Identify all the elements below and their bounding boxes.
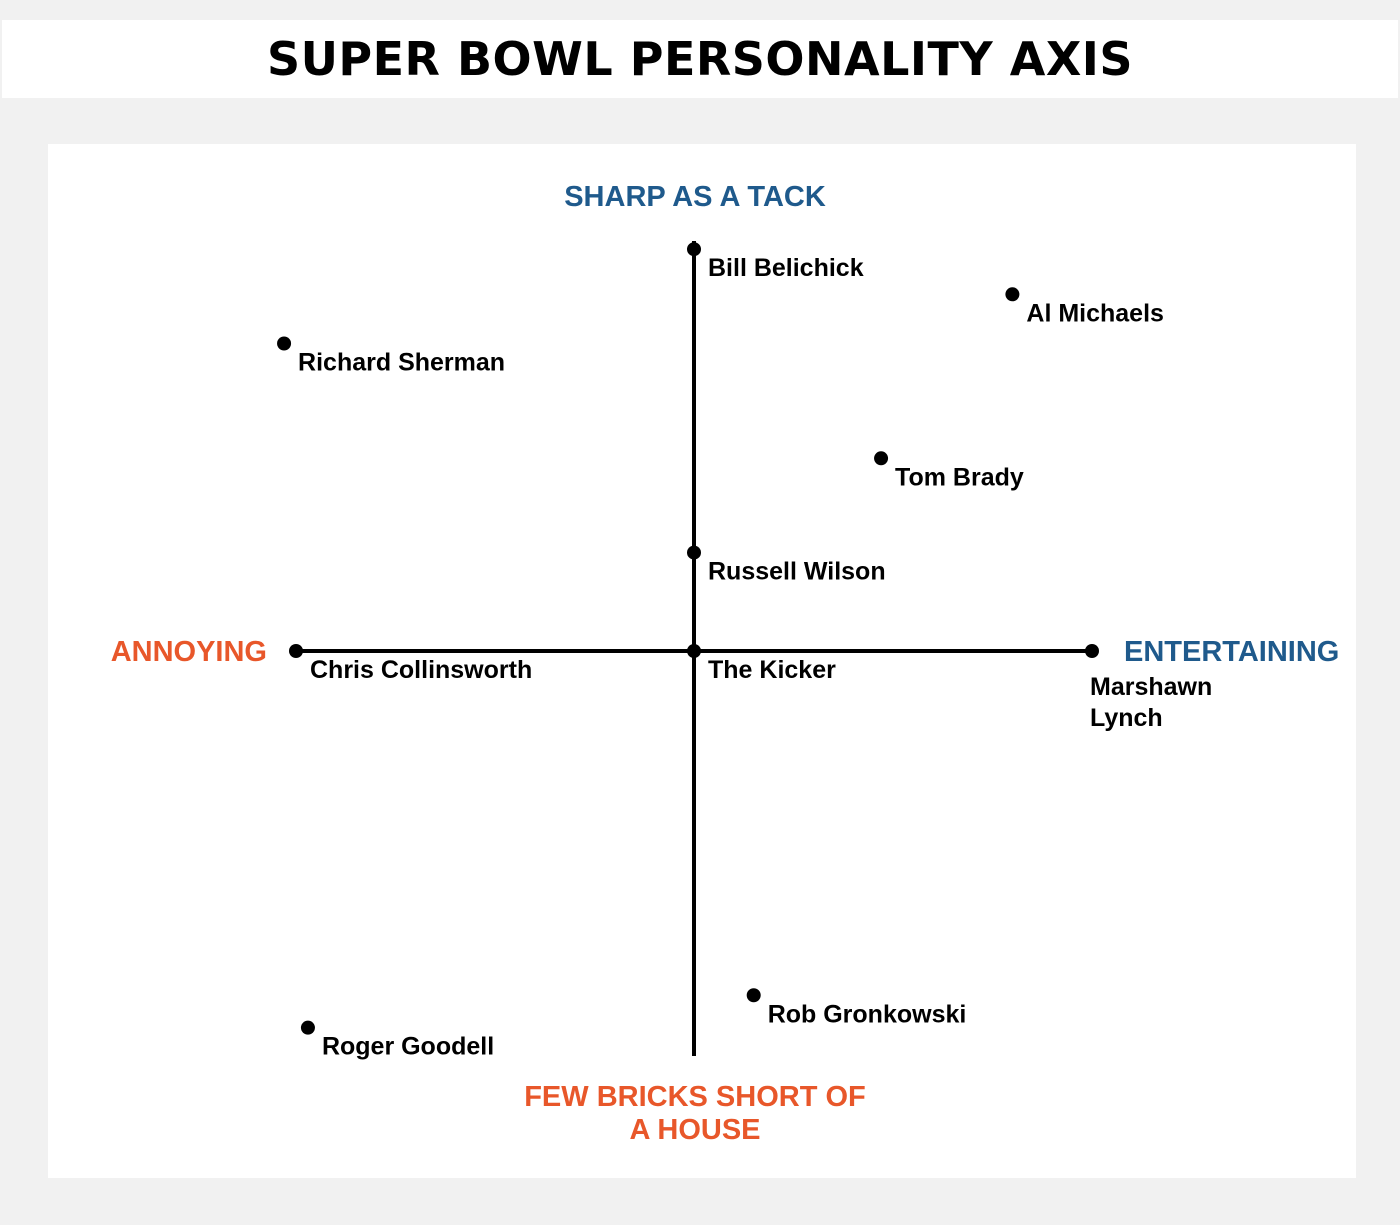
data-point (289, 644, 303, 658)
data-point-label: Lynch (1090, 704, 1163, 732)
data-point-label: Bill Belichick (708, 254, 864, 282)
title-bar: SUPER BOWL PERSONALITY AXIS (2, 20, 1398, 98)
data-point (687, 644, 701, 658)
data-point-label: Russell Wilson (708, 558, 886, 586)
data-point (687, 242, 701, 257)
page-title: SUPER BOWL PERSONALITY AXIS (266, 32, 1134, 86)
data-point (746, 988, 761, 1003)
axis-label-right: ENTERTAINING (1124, 636, 1339, 668)
data-point (1005, 287, 1020, 302)
data-point-label: Chris Collinsworth (310, 656, 532, 684)
data-point-label: Al Michaels (1026, 299, 1164, 327)
data-point (874, 451, 889, 466)
data-point-label: Marshawn (1090, 673, 1212, 701)
chart-panel (48, 144, 1356, 1178)
data-point-label: Tom Brady (895, 463, 1024, 491)
data-point-label: Rob Gronkowski (768, 1000, 967, 1028)
axis-label-top: SHARP AS A TACK (564, 181, 826, 213)
data-point (1085, 644, 1099, 658)
axis-label-bottom-line: A HOUSE (629, 1114, 760, 1146)
data-point-label: The Kicker (708, 656, 836, 684)
data-point (277, 336, 292, 351)
data-point (300, 1020, 315, 1035)
data-point-label: Richard Sherman (298, 349, 505, 377)
axis-label-left: ANNOYING (111, 636, 267, 668)
axis-label-bottom-line: FEW BRICKS SHORT OF (524, 1081, 866, 1113)
data-point-label: Roger Goodell (322, 1033, 494, 1061)
data-point (687, 545, 701, 560)
